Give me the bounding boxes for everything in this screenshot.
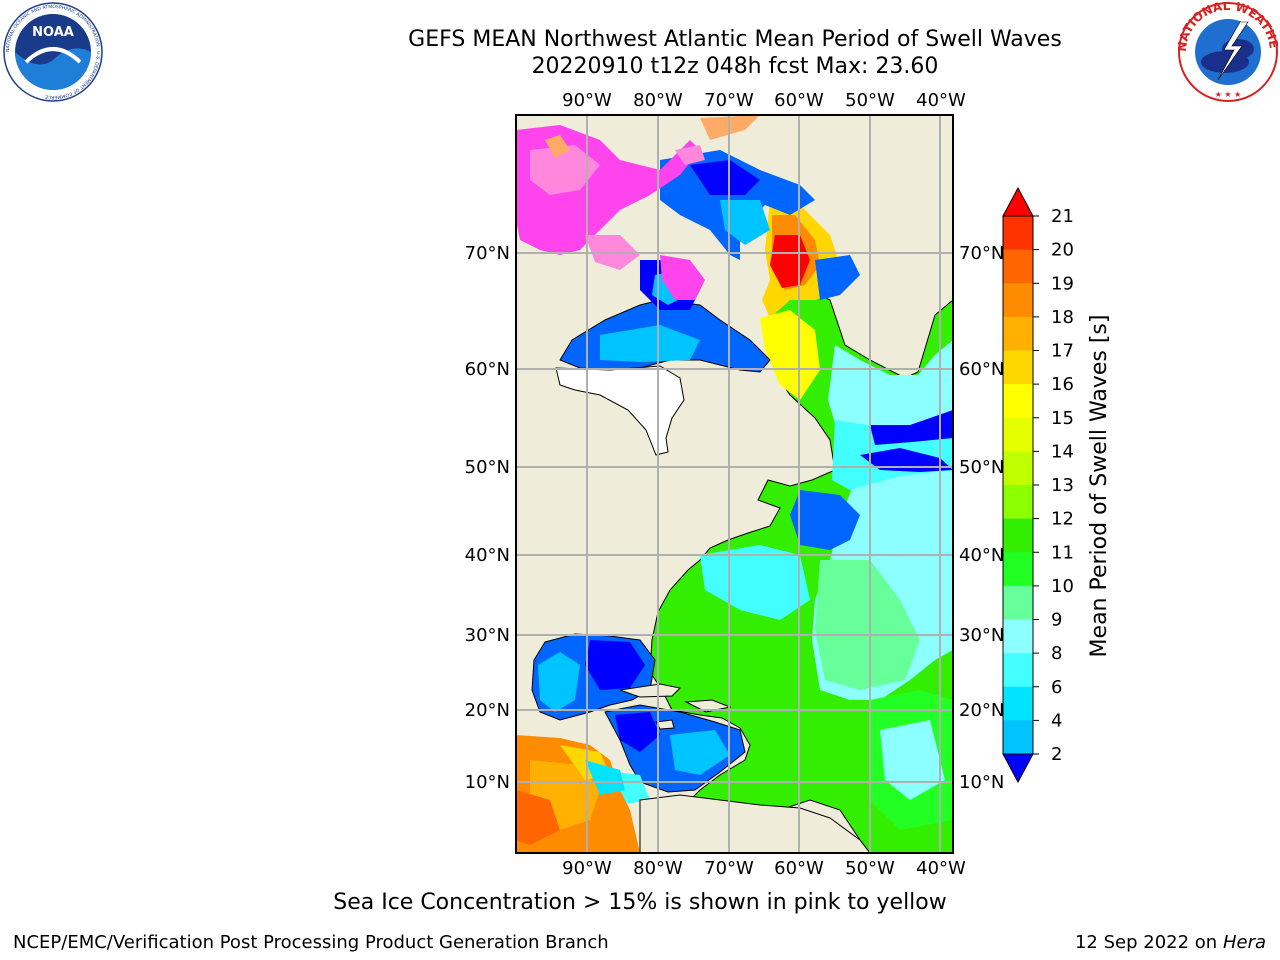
- lon-label: 60°W: [774, 858, 824, 879]
- land-south-america: [639, 794, 871, 853]
- lon-label: 40°W: [916, 858, 966, 879]
- graticule: [516, 115, 953, 853]
- colorbar-label: Mean Period of Swell Waves [s]: [1087, 315, 1112, 658]
- lat-label: 60°N: [465, 359, 510, 380]
- lat-label: 60°N: [959, 359, 1004, 380]
- lon-labels-bottom: 90°W 80°W 70°W 60°W 50°W 40°W: [562, 858, 966, 879]
- colorbar-band: [1003, 384, 1033, 419]
- colorbar-extend-max: [1002, 186, 1034, 217]
- svg-text:NOAA: NOAA: [32, 25, 74, 40]
- lon-label: 80°W: [633, 90, 683, 111]
- colorbar-tick-label: 6: [1051, 677, 1062, 698]
- noaa-logo: NOAA NATIONAL OCEANIC AND ATMOSPHERIC AD…: [3, 2, 103, 102]
- lat-label: 10°N: [959, 772, 1004, 793]
- lon-label: 90°W: [562, 90, 612, 111]
- lon-labels-top: 90°W 80°W 70°W 60°W 50°W 40°W: [562, 90, 966, 111]
- colorbar-tick-label: 10: [1051, 576, 1074, 597]
- footer-date: 12 Sep 2022 on Hera: [1075, 932, 1266, 953]
- colorbar-band: [1003, 720, 1033, 755]
- colorbar-tick-label: 11: [1051, 542, 1074, 563]
- colorbar-tick-label: 17: [1051, 341, 1074, 362]
- colorbar-band: [1003, 283, 1033, 318]
- sea-ice-caption: Sea Ice Concentration > 15% is shown in …: [333, 890, 947, 915]
- map-frame: [515, 114, 954, 854]
- lon-label: 80°W: [633, 858, 683, 879]
- colorbar-band: [1003, 485, 1033, 520]
- lon-label: 70°W: [704, 90, 754, 111]
- colorbar-tick-label: 18: [1051, 307, 1074, 328]
- colorbar-band: [1003, 619, 1033, 654]
- colorbar-tick-label: 20: [1051, 240, 1074, 261]
- colorbar-tick-label: 16: [1051, 374, 1074, 395]
- lon-label: 40°W: [916, 90, 966, 111]
- colorbar-band: [1003, 518, 1033, 553]
- lon-label: 90°W: [562, 858, 612, 879]
- lat-label: 30°N: [465, 625, 510, 646]
- colorbar-band: [1003, 653, 1033, 688]
- lat-label: 50°N: [959, 457, 1004, 478]
- colorbar-band: [1003, 216, 1033, 251]
- colorbar-tick-label: 13: [1051, 475, 1074, 496]
- lat-label: 10°N: [465, 772, 510, 793]
- colorbar-band: [1003, 417, 1033, 452]
- colorbar-tick-label: 12: [1051, 509, 1074, 530]
- lat-label: 20°N: [465, 700, 510, 721]
- colorbar-tick-label: 15: [1051, 408, 1074, 429]
- lat-label: 40°N: [959, 545, 1004, 566]
- lon-label: 70°W: [704, 858, 754, 879]
- colorbar-band: [1003, 585, 1033, 620]
- svg-text:★ ★ ★: ★ ★ ★: [1215, 90, 1242, 99]
- chart-title: GEFS MEAN Northwest Atlantic Mean Period…: [408, 27, 1062, 52]
- footer-date-text: 12 Sep 2022 on: [1074, 932, 1218, 953]
- lat-label: 70°N: [959, 243, 1004, 264]
- colorbar-band: [1003, 451, 1033, 486]
- colorbar-tick-label: 19: [1051, 273, 1074, 294]
- colorbar-tick-label: 21: [1051, 206, 1074, 227]
- colorbar-extend-min: [1002, 753, 1034, 784]
- colorbar-band: [1003, 686, 1033, 721]
- lon-label: 60°W: [774, 90, 824, 111]
- colorbar-tick-label: 14: [1051, 441, 1074, 462]
- colorbar: 21 20 19 18 17 16 15 14 13 12 11 10 9 8 6 4 2 Mean Perio…: [1002, 186, 1112, 784]
- lat-label: 50°N: [465, 457, 510, 478]
- lat-label: 30°N: [959, 625, 1004, 646]
- footer-credit: NCEP/EMC/Verification Post Processing Pr…: [13, 932, 609, 953]
- lat-label: 20°N: [959, 700, 1004, 721]
- map-field: [516, 115, 953, 853]
- colorbar-band: [1003, 552, 1033, 587]
- lat-label: 40°N: [465, 545, 510, 566]
- lat-label: 70°N: [465, 243, 510, 264]
- lon-label: 50°W: [845, 90, 895, 111]
- nws-logo: NATIONAL WEATHER SERVICE ★ ★ ★: [1178, 2, 1278, 102]
- colorbar-band: [1003, 350, 1033, 385]
- colorbar-tick-label: 9: [1051, 610, 1062, 631]
- lat-labels-right: 70°N 60°N 50°N 40°N 30°N 20°N 10°N: [959, 243, 1004, 793]
- chart-subtitle: 20220910 t12z 048h fcst Max: 23.60: [531, 54, 939, 79]
- colorbar-tick-label: 4: [1051, 710, 1062, 731]
- footer-host: Hera: [1222, 932, 1266, 953]
- lon-label: 50°W: [845, 858, 895, 879]
- lat-labels-left: 70°N 60°N 50°N 40°N 30°N 20°N 10°N: [465, 243, 510, 793]
- colorbar-band: [1003, 316, 1033, 351]
- colorbar-band: [1003, 249, 1033, 284]
- colorbar-tick-label: 2: [1051, 744, 1062, 765]
- colorbar-tick-label: 8: [1051, 643, 1062, 664]
